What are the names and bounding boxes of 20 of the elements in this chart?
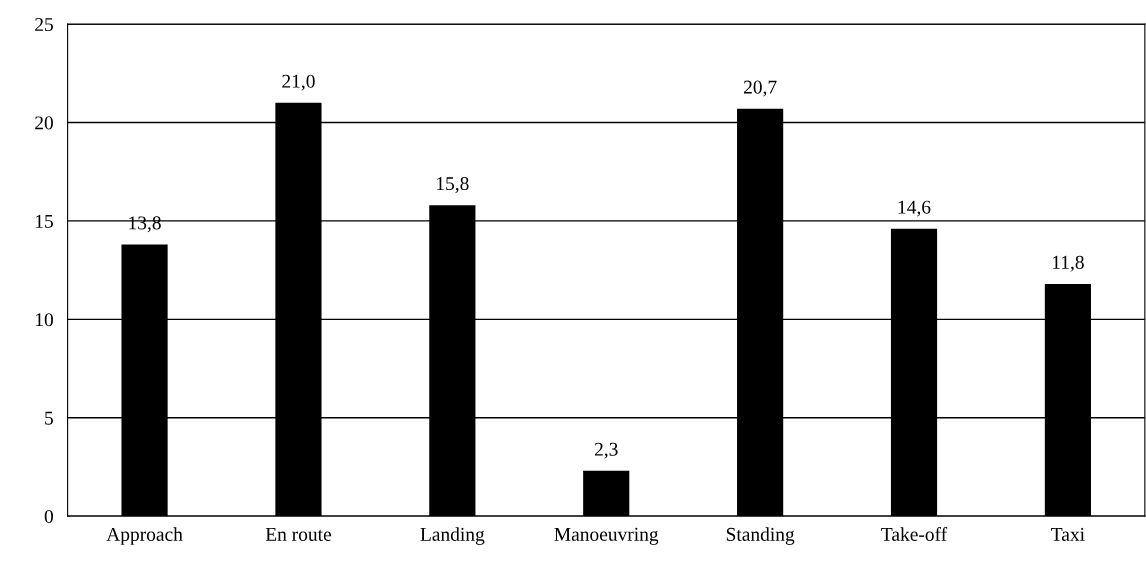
data-label: 2,3 xyxy=(594,442,618,459)
x-tick-label: Landing xyxy=(420,527,485,545)
x-tick-label: Approach xyxy=(106,527,183,545)
x-tick-label: Manoeuvring xyxy=(554,527,659,545)
y-tick-label: 25 xyxy=(35,17,53,32)
y-tick-label: 20 xyxy=(35,116,53,130)
x-tick-label: Taxi xyxy=(1051,527,1085,541)
y-tick-label: 10 xyxy=(35,313,53,327)
x-tick-label: Take-off xyxy=(881,527,948,541)
x-tick-label: En route xyxy=(265,527,331,541)
data-label: 11,8 xyxy=(1052,255,1084,272)
data-label: 13,8 xyxy=(129,216,161,233)
x-tick-label: Standing xyxy=(726,527,795,545)
data-label: 14,6 xyxy=(898,200,931,217)
data-label: 15,8 xyxy=(437,177,469,193)
y-tick-label: 0 xyxy=(44,509,53,524)
y-tick-label: 5 xyxy=(45,411,53,425)
data-label: 20,7 xyxy=(743,80,777,97)
y-tick-label: 15 xyxy=(35,214,53,228)
data-label: 21,0 xyxy=(282,74,315,91)
